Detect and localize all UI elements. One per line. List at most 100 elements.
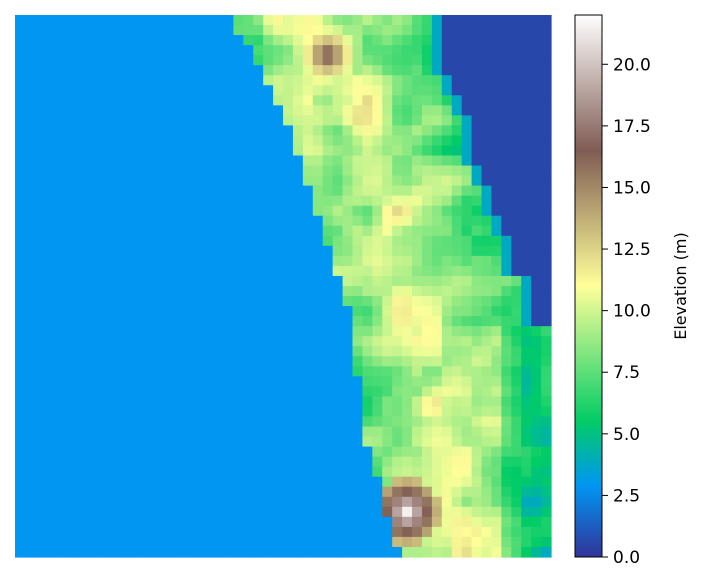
heatmap-cell: [461, 185, 473, 197]
heatmap-cell: [104, 185, 115, 197]
heatmap-cell: [203, 506, 215, 518]
heatmap-cell: [253, 55, 264, 66]
heatmap-cell: [283, 265, 294, 277]
heatmap-cell: [441, 396, 453, 408]
heatmap-cell: [64, 35, 76, 46]
heatmap-cell: [213, 436, 225, 448]
heatmap-cell: [163, 205, 175, 217]
heatmap-cell: [144, 165, 155, 177]
heatmap-cell: [332, 35, 344, 46]
heatmap-cell: [382, 446, 393, 458]
heatmap-cell: [441, 75, 453, 86]
heatmap-cell: [193, 486, 205, 498]
heatmap-cell: [15, 336, 26, 347]
heatmap-cell: [193, 536, 205, 548]
heatmap-cell: [292, 306, 304, 317]
heatmap-cell: [322, 155, 334, 167]
heatmap-cell: [44, 306, 56, 317]
heatmap-cell: [302, 145, 314, 157]
heatmap-cell: [431, 255, 443, 267]
heatmap-cell: [352, 536, 364, 548]
heatmap-cell: [302, 155, 314, 167]
heatmap-cell: [64, 406, 76, 418]
heatmap-cell: [521, 466, 532, 478]
heatmap-cell: [233, 346, 244, 357]
heatmap-cell: [481, 85, 493, 96]
heatmap-cell: [74, 416, 86, 428]
heatmap-cell: [283, 85, 294, 96]
heatmap-cell: [94, 336, 105, 347]
heatmap-cell: [491, 306, 502, 317]
heatmap-cell: [84, 456, 96, 468]
heatmap-cell: [203, 426, 215, 438]
heatmap-cell: [183, 436, 195, 448]
heatmap-cell: [114, 85, 125, 96]
heatmap-cell: [421, 225, 433, 237]
heatmap-cell: [273, 95, 284, 106]
heatmap-cell: [362, 65, 373, 76]
heatmap-cell: [44, 225, 56, 237]
heatmap-cell: [541, 105, 552, 116]
heatmap-cell: [193, 516, 205, 528]
heatmap-cell: [362, 286, 373, 297]
heatmap-cell: [421, 245, 433, 257]
heatmap-cell: [431, 175, 443, 187]
heatmap-cell: [511, 526, 522, 538]
heatmap-cell: [153, 205, 165, 217]
heatmap-cell: [223, 336, 234, 347]
heatmap-cell: [392, 85, 403, 96]
heatmap-cell: [481, 25, 493, 36]
heatmap-cell: [511, 245, 522, 257]
heatmap-cell: [531, 255, 542, 267]
heatmap-cell: [134, 165, 145, 177]
heatmap-cell: [372, 75, 383, 86]
heatmap-cell: [332, 165, 344, 177]
heatmap-cell: [511, 125, 522, 137]
heatmap-cell: [243, 45, 254, 56]
heatmap-cell: [233, 536, 244, 548]
heatmap-cell: [441, 536, 453, 548]
heatmap-cell: [302, 486, 314, 498]
heatmap-cell: [263, 436, 274, 448]
heatmap-cell: [421, 95, 433, 106]
heatmap-cell: [243, 376, 254, 387]
heatmap-cell: [134, 466, 145, 478]
heatmap-cell: [203, 95, 215, 106]
heatmap-cell: [104, 75, 115, 86]
heatmap-cell: [431, 105, 443, 116]
heatmap-cell: [461, 526, 473, 538]
heatmap-cell: [501, 65, 512, 76]
colorbar: 0.02.55.07.510.012.515.017.520.0 Elevati…: [574, 14, 690, 568]
heatmap-cell: [521, 386, 532, 398]
heatmap-cell: [451, 536, 463, 548]
heatmap-cell: [342, 185, 354, 197]
heatmap-cell: [24, 286, 36, 297]
heatmap-cell: [183, 396, 195, 408]
heatmap-cell: [273, 25, 284, 36]
heatmap-cell: [362, 416, 373, 428]
heatmap-cell: [501, 75, 512, 86]
heatmap-cell: [521, 235, 532, 247]
heatmap-cell: [223, 105, 234, 116]
heatmap-cell: [332, 406, 344, 418]
heatmap-cell: [412, 65, 423, 76]
heatmap-cell: [382, 466, 393, 478]
heatmap-cell: [372, 286, 383, 297]
heatmap-cell: [342, 546, 354, 558]
heatmap-cell: [412, 185, 423, 197]
heatmap-cell: [54, 205, 66, 217]
heatmap-cell: [461, 225, 473, 237]
heatmap-cell: [163, 376, 175, 387]
heatmap-cell: [193, 406, 205, 418]
heatmap-cell: [193, 426, 205, 438]
heatmap-cell: [342, 145, 354, 157]
heatmap-cell: [302, 185, 314, 197]
heatmap-cell: [104, 265, 115, 277]
heatmap-cell: [531, 406, 542, 418]
heatmap-cell: [153, 446, 165, 458]
heatmap-cell: [74, 185, 86, 197]
heatmap-cell: [64, 135, 76, 147]
heatmap-cell: [163, 135, 175, 147]
heatmap-cell: [104, 205, 115, 217]
heatmap-cell: [481, 165, 493, 177]
